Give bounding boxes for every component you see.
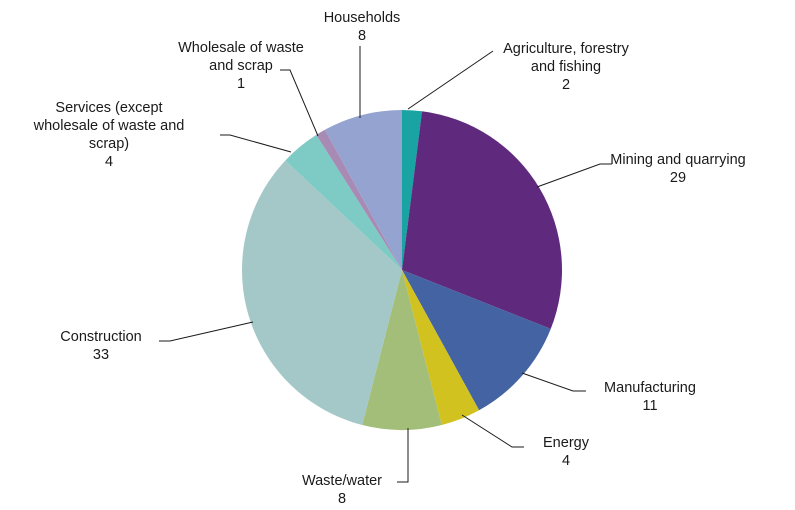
leader-line-waste-water bbox=[397, 428, 409, 483]
slice-label-manufacturing: Manufacturing 11 bbox=[604, 380, 696, 414]
slice-category-label: Energy bbox=[543, 435, 590, 451]
pie-slice-manufacturing bbox=[402, 270, 551, 411]
slice-label-households: Households 8 bbox=[324, 10, 401, 44]
leader-line-mining-and-quarrying bbox=[536, 163, 612, 188]
pie-slice-wholesale-of-waste-and-scrap bbox=[316, 129, 402, 270]
slice-value-label: 2 bbox=[562, 77, 570, 93]
slice-category-label: and fishing bbox=[531, 59, 601, 75]
slice-category-label: Households bbox=[324, 10, 401, 26]
slice-category-label: Mining and quarrying bbox=[610, 152, 745, 168]
slice-value-label: 11 bbox=[642, 398, 657, 414]
slice-label-mining-and-quarrying: Mining and quarrying 29 bbox=[610, 152, 745, 186]
slice-labels: Agriculture, forestry and fishing 2 Mining … bbox=[33, 10, 746, 507]
pie-slice-energy bbox=[402, 270, 480, 425]
slice-value-label: 33 bbox=[93, 347, 109, 363]
pie-slice-services-except-wholesale-of-waste-and-scrap bbox=[285, 134, 402, 270]
slice-value-label: 4 bbox=[105, 154, 113, 170]
slice-value-label: 29 bbox=[670, 170, 686, 186]
slice-category-label: Waste/water bbox=[302, 473, 382, 489]
leader-line-construction bbox=[159, 321, 254, 342]
pie-slice-waste-water bbox=[362, 270, 442, 430]
pie-slice-agriculture-forestry-and-fishing bbox=[402, 110, 423, 270]
slice-label-waste-water: Waste/water 8 bbox=[302, 473, 382, 507]
slice-category-label: Manufacturing bbox=[604, 380, 696, 396]
pie-slice-households bbox=[324, 110, 402, 270]
slice-label-energy: Energy 4 bbox=[543, 435, 590, 469]
slice-value-label: 1 bbox=[237, 76, 245, 92]
slice-label-wholesale-of-waste-and-scrap: Wholesale of waste and scrap 1 bbox=[178, 40, 304, 92]
leader-line-wholesale-of-waste-and-scrap bbox=[280, 69, 319, 137]
slice-category-label: Services (except bbox=[55, 100, 162, 116]
slice-category-label: wholesale of waste and bbox=[33, 118, 185, 134]
slice-category-label: Agriculture, forestry bbox=[503, 41, 629, 57]
leader-line-energy bbox=[461, 414, 524, 448]
slice-value-label: 8 bbox=[338, 491, 346, 507]
pie-slices bbox=[242, 110, 562, 430]
leader-line-agriculture-forestry-and-fishing bbox=[407, 50, 494, 110]
pie-slice-mining-and-quarrying bbox=[402, 111, 562, 329]
slice-category-label: scrap) bbox=[89, 136, 129, 152]
slice-label-agriculture-forestry-and-fishing: Agriculture, forestry and fishing 2 bbox=[503, 41, 629, 93]
slice-value-label: 4 bbox=[562, 453, 570, 469]
pie-slice-construction bbox=[242, 160, 402, 425]
slice-label-construction: Construction 33 bbox=[60, 329, 141, 363]
slice-category-label: Construction bbox=[60, 329, 141, 345]
leader-line-manufacturing bbox=[521, 372, 586, 392]
slice-label-services-except-wholesale-of-waste-and-scrap: Services (except wholesale of waste and sc… bbox=[33, 100, 185, 170]
leader-line-services-except-wholesale-of-waste-and-scrap bbox=[220, 134, 292, 153]
leader-lines bbox=[159, 46, 612, 483]
slice-category-label: Wholesale of waste bbox=[178, 40, 304, 56]
slice-value-label: 8 bbox=[358, 28, 366, 44]
slice-category-label: and scrap bbox=[209, 58, 273, 74]
